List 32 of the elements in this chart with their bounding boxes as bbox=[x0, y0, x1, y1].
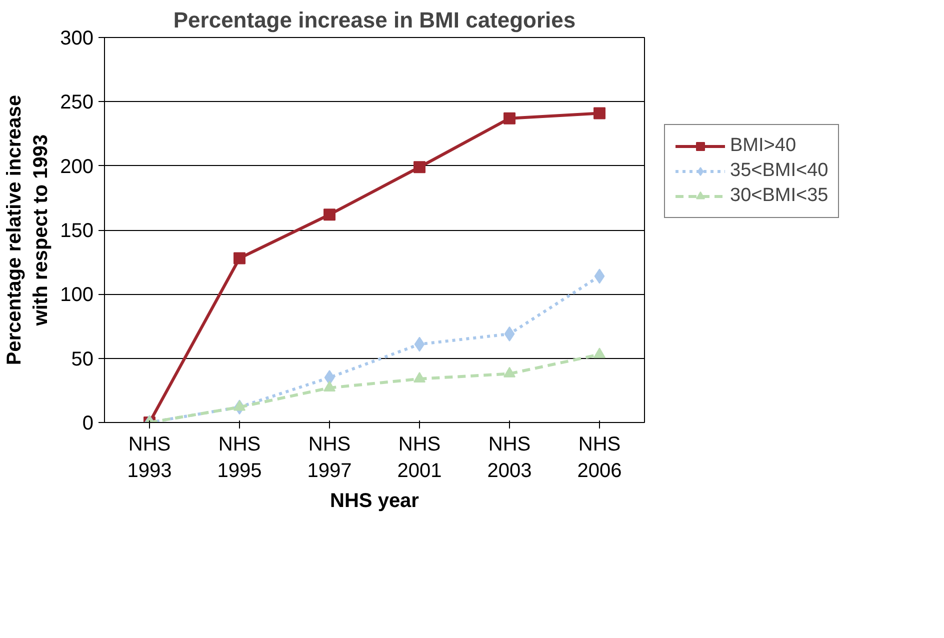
point bbox=[594, 268, 605, 284]
point bbox=[414, 372, 426, 383]
y-tick-label: 100 bbox=[60, 284, 94, 306]
x-tick-label: NHS 2003 bbox=[487, 434, 532, 482]
chart-title: Percentage increase in BMI categories bbox=[173, 8, 576, 32]
x-axis-title: NHS year bbox=[330, 490, 420, 512]
point bbox=[594, 107, 606, 120]
y-tick-label: 250 bbox=[60, 92, 94, 114]
y-tick-label: 0 bbox=[82, 412, 94, 434]
point bbox=[594, 348, 606, 358]
point bbox=[324, 381, 336, 392]
y-tick-label: 300 bbox=[60, 28, 94, 50]
x-tick-label: NHS 1993 bbox=[127, 434, 172, 482]
point bbox=[234, 400, 246, 411]
legend-label: BMI>40 bbox=[730, 135, 796, 157]
x-tick-label: NHS 1995 bbox=[217, 434, 262, 482]
y-tick-label: 150 bbox=[60, 220, 94, 242]
point bbox=[234, 252, 246, 264]
y-tick-label: 200 bbox=[60, 156, 94, 178]
y-tick-label: 50 bbox=[71, 348, 94, 370]
point bbox=[504, 326, 515, 342]
point bbox=[324, 208, 336, 221]
point bbox=[414, 336, 425, 352]
x-tick-label: NHS 2006 bbox=[577, 434, 622, 482]
point bbox=[504, 366, 516, 378]
x-tick-label: NHS 2001 bbox=[397, 434, 442, 482]
point bbox=[414, 161, 426, 174]
point bbox=[504, 112, 516, 124]
x-tick-label: NHS 1997 bbox=[307, 434, 352, 482]
y-axis-title: Percentage relative increase with respect to 1993 bbox=[4, 94, 52, 366]
legend-label: 30<BMI<35 bbox=[730, 185, 828, 207]
legend-label: 35<BMI<40 bbox=[730, 160, 828, 182]
